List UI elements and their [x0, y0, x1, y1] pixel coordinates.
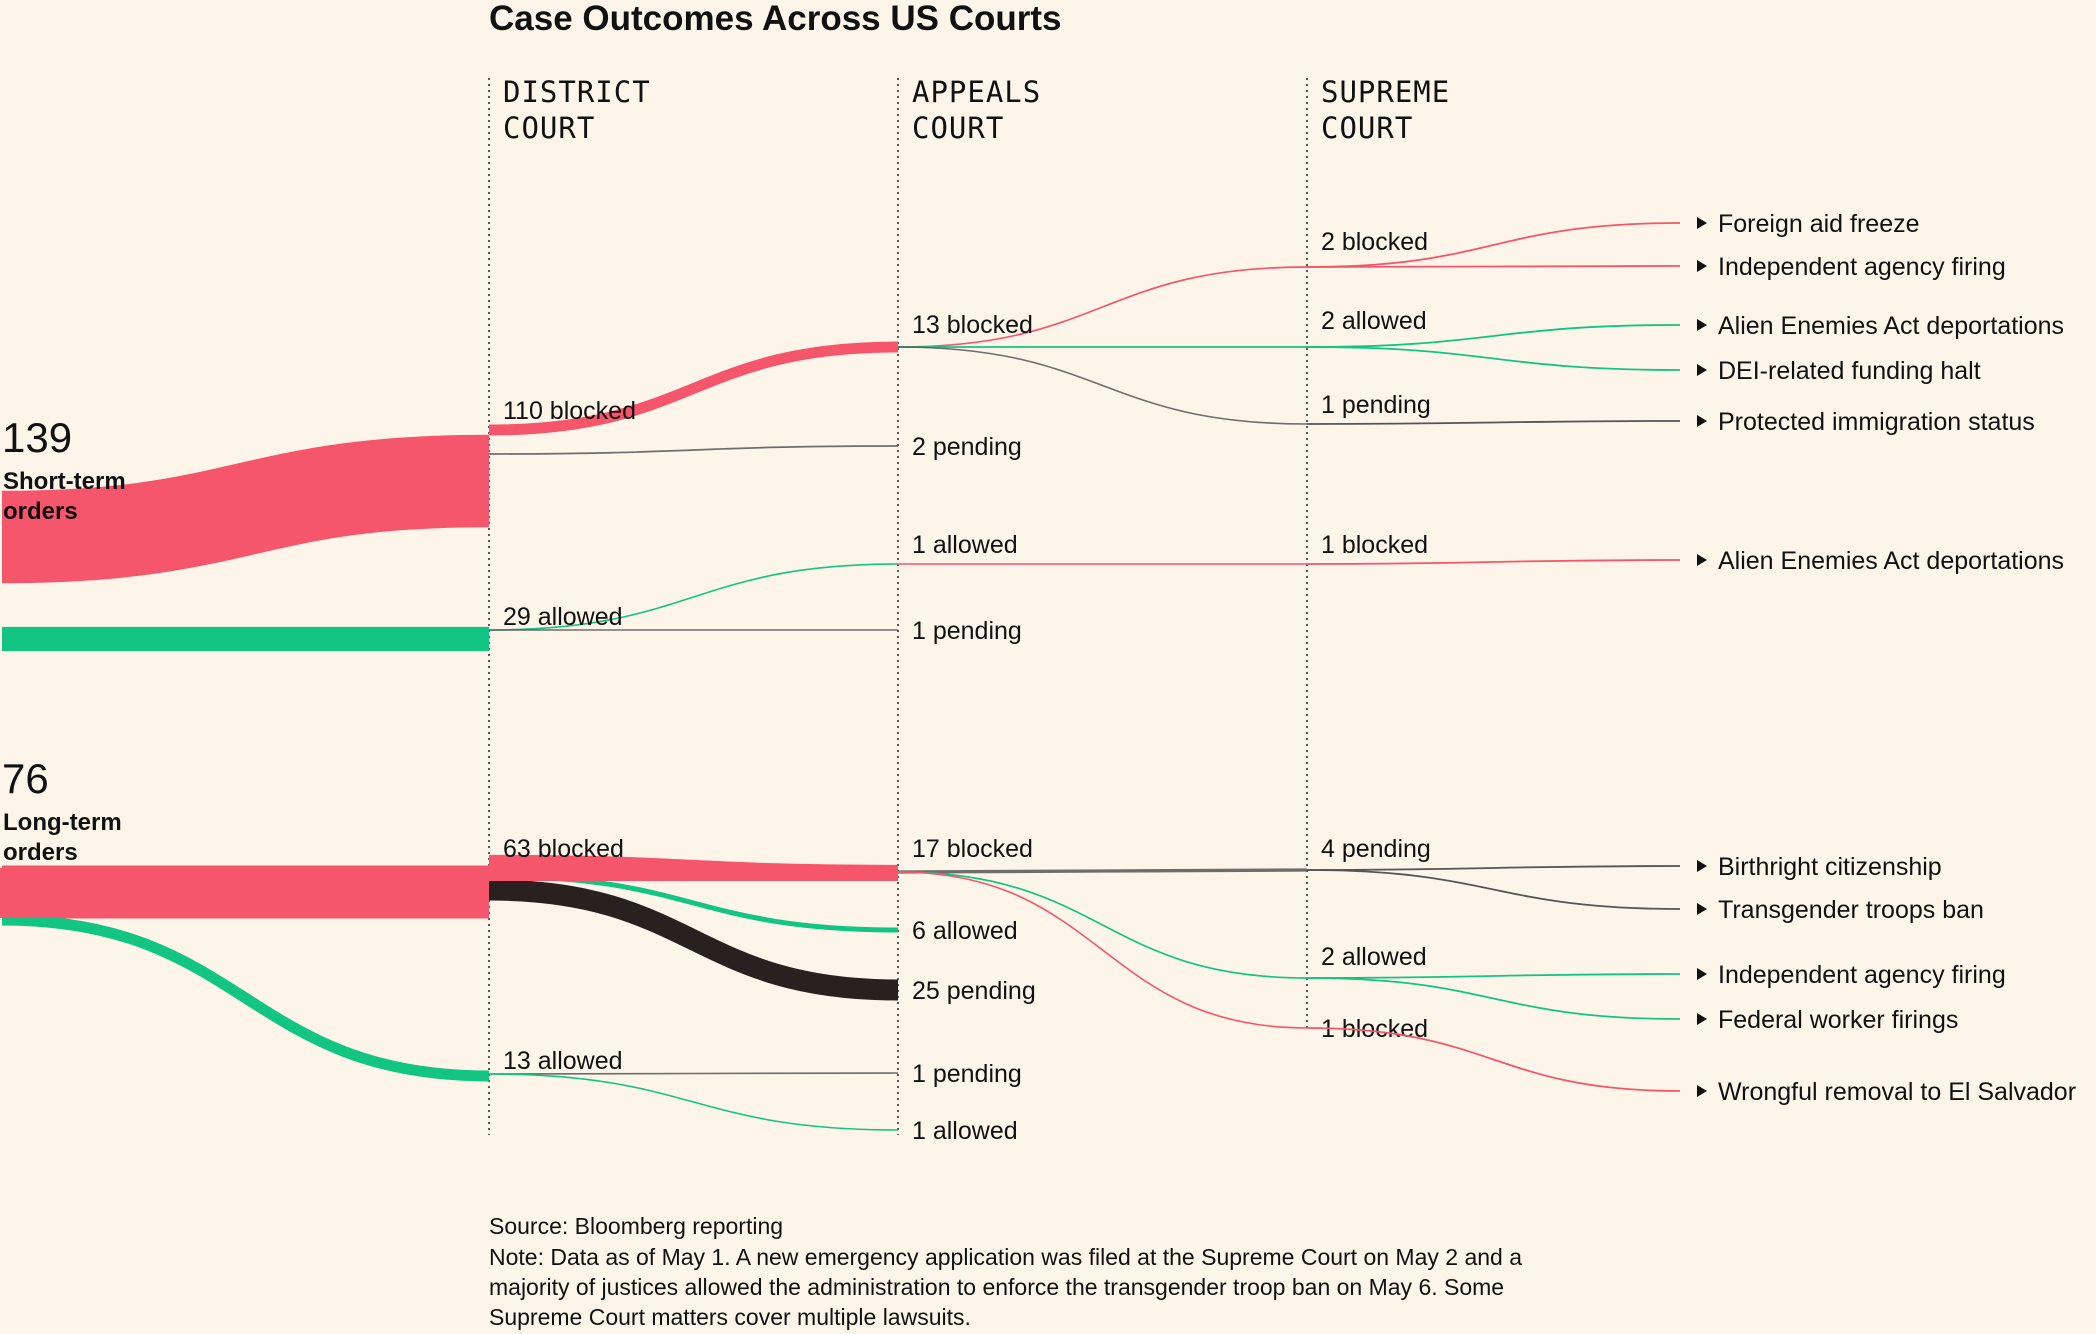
flow-ribbons — [0, 266, 1308, 1131]
node-label-l_s_allowed: 2 allowed — [1321, 943, 1427, 971]
node-label-s_a_blocked: 13 blocked — [912, 311, 1033, 339]
node-label-s_s_pending: 1 pending — [1321, 391, 1431, 419]
node-label-s_a_allowed: 1 allowed — [912, 531, 1018, 559]
case-line — [1306, 559, 1681, 565]
flow-s_a_blocked-to-s_s_pending — [897, 346, 1308, 425]
flow-l_a_blocked-to-l_s_allowed — [897, 871, 1308, 979]
node-label-l_a_blocked: 17 blocked — [912, 835, 1033, 863]
source-block-long — [0, 868, 489, 918]
footer-note: Supreme Court matters cover multiple law… — [489, 1304, 971, 1330]
case-line — [1306, 1027, 1681, 1092]
bar-long-blocked — [489, 868, 898, 881]
case-arrow-icon — [1697, 217, 1707, 229]
case-arrow-icon — [1697, 903, 1707, 915]
node-label-s_s_blocked: 2 blocked — [1321, 228, 1428, 256]
flow-s_a_blocked-to-s_s_blocked — [897, 266, 1308, 348]
node-label-l_a_pending: 25 pending — [912, 977, 1036, 1005]
case-line — [1306, 865, 1681, 871]
flow-l_d_allowed-to-l_a_allowed2 — [488, 1073, 899, 1131]
case-label: Federal worker firings — [1718, 1006, 1958, 1034]
case-label: Protected immigration status — [1718, 408, 2035, 436]
column-header-appeals: COURT — [912, 111, 1004, 145]
footer: Source: Bloomberg reporting Note: Data as… — [489, 1213, 1522, 1330]
node-label-s_s_blocked2: 1 blocked — [1321, 531, 1428, 559]
case-line — [1306, 869, 1681, 910]
group-name-short: orders — [3, 498, 78, 525]
node-label-s_d_blocked: 110 blocked — [503, 397, 636, 425]
group-name-long: Long-term — [3, 809, 122, 836]
case-arrow-icon — [1697, 1085, 1707, 1097]
column-header-district: DISTRICT — [503, 75, 651, 109]
case-arrow-icon — [1697, 554, 1707, 566]
case-arrow-icon — [1697, 415, 1707, 427]
case-arrow-icon — [1697, 260, 1707, 272]
node-label-l_d_blocked: 63 blocked — [503, 835, 624, 863]
case-line — [1306, 973, 1681, 979]
case-line — [1306, 222, 1681, 268]
case-label: Wrongful removal to El Salvador — [1718, 1078, 2076, 1106]
flow-s_d_blocked-to-s_a_blocked — [488, 341, 899, 436]
case-label: Foreign aid freeze — [1718, 210, 1920, 238]
flow-short-to-s_d_blocked — [1, 434, 490, 584]
column-header-supreme: SUPREME — [1321, 75, 1450, 109]
case-line — [1306, 324, 1681, 348]
column-header-district: COURT — [503, 111, 595, 145]
case-label: Transgender troops ban — [1718, 896, 1984, 924]
flow-l_a_blocked-to-l_s_blocked — [897, 871, 1308, 1029]
node-label-l_s_pending: 4 pending — [1321, 835, 1431, 863]
node-label-l_d_allowed: 13 allowed — [503, 1047, 623, 1075]
node-label-s_a_pending2: 1 pending — [912, 617, 1022, 645]
case-arrow-icon — [1697, 364, 1707, 376]
case-line — [1306, 420, 1681, 425]
case-label: Independent agency firing — [1718, 253, 2006, 281]
footer-note: Note: Data as of May 1. A new emergency … — [489, 1244, 1522, 1270]
case-arrow-icon — [1697, 968, 1707, 980]
case-label: Alien Enemies Act deportations — [1718, 547, 2064, 575]
node-label-s_s_allowed: 2 allowed — [1321, 307, 1427, 335]
node-label-s_a_pending: 2 pending — [912, 433, 1022, 461]
case-label: Birthright citizenship — [1718, 853, 1942, 881]
column-header-supreme: COURT — [1321, 111, 1413, 145]
case-line — [1306, 977, 1681, 1020]
node-label-l_a_allowed2: 1 allowed — [912, 1117, 1018, 1145]
column-header-appeals: APPEALS — [912, 75, 1041, 109]
case-line — [1306, 265, 1681, 268]
case-label: Alien Enemies Act deportations — [1718, 312, 2064, 340]
group-count-long: 76 — [2, 755, 49, 802]
case-line — [1306, 346, 1681, 371]
case-arrow-icon — [1697, 319, 1707, 331]
flow-l_a_blocked-to-l_s_pending — [897, 868, 1308, 874]
flow-s_d_allowed-to-s_a_allowed — [488, 563, 899, 631]
flow-long-to-l_d_allowed — [1, 914, 490, 1082]
group-name-short: Short-term — [3, 468, 126, 495]
case-label: Independent agency firing — [1718, 961, 2006, 989]
footer-source: Source: Bloomberg reporting — [489, 1213, 783, 1239]
case-arrow-icon — [1697, 860, 1707, 872]
group-count-short: 139 — [2, 414, 72, 461]
case-label: DEI-related funding halt — [1718, 357, 1981, 385]
node-label-l_a_pending2: 1 pending — [912, 1060, 1022, 1088]
flow-s_d_blocked-to-s_a_pending — [488, 445, 899, 455]
group-name-long: orders — [3, 839, 78, 866]
chart-title: Case Outcomes Across US Courts — [489, 0, 1062, 38]
footer-note: majority of justices allowed the adminis… — [489, 1274, 1504, 1300]
flow-l_d_allowed-to-l_a_pending2 — [488, 1072, 899, 1075]
case-labels: Foreign aid freeze Independent agency fir… — [1306, 210, 2076, 1106]
node-label-l_a_allowed: 6 allowed — [912, 917, 1018, 945]
node-label-s_d_allowed: 29 allowed — [503, 603, 623, 631]
case-arrow-icon — [1697, 1013, 1707, 1025]
flow-l_d_blocked-to-l_a_pending — [488, 879, 899, 1001]
group-labels: 139 Short-term orders 76 Long-term orders — [2, 414, 126, 866]
